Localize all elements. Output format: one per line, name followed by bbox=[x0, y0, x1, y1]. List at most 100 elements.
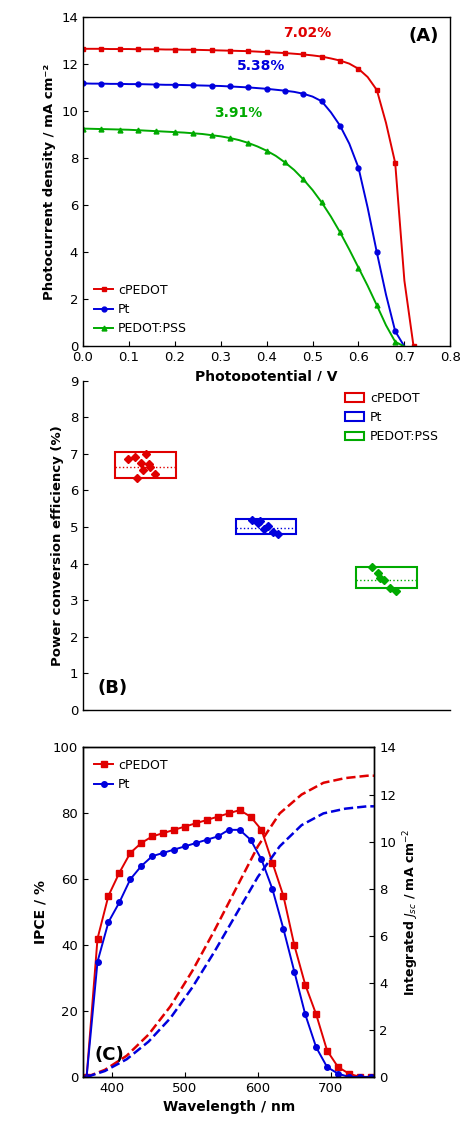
cPEDOT bbox=[154, 42, 159, 56]
Pt bbox=[383, 287, 389, 301]
Pt bbox=[84, 1070, 90, 1084]
cPEDOT bbox=[282, 47, 288, 60]
PEDOT:PSS bbox=[190, 126, 196, 140]
Pt bbox=[204, 833, 210, 846]
Pt bbox=[292, 964, 297, 978]
cPEDOT bbox=[324, 1044, 330, 1058]
PEDOT:PSS bbox=[117, 123, 122, 136]
cPEDOT bbox=[138, 836, 144, 850]
Pt bbox=[324, 1060, 330, 1074]
Pt bbox=[215, 829, 220, 843]
Y-axis label: Photocurrent density / mA cm⁻²: Photocurrent density / mA cm⁻² bbox=[43, 64, 55, 300]
Pt bbox=[313, 1041, 319, 1054]
Pt bbox=[172, 78, 178, 92]
cPEDOT bbox=[117, 866, 122, 879]
cPEDOT bbox=[200, 43, 205, 57]
PEDOT:PSS bbox=[246, 136, 251, 150]
Pt bbox=[270, 883, 275, 896]
Pt bbox=[171, 843, 177, 857]
PEDOT:PSS bbox=[181, 126, 187, 140]
cPEDOT bbox=[319, 50, 325, 64]
cPEDOT bbox=[255, 44, 260, 58]
PEDOT:PSS bbox=[135, 124, 141, 137]
cPEDOT bbox=[163, 43, 168, 57]
cPEDOT bbox=[172, 43, 178, 57]
cPEDOT bbox=[95, 932, 100, 945]
Legend: cPEDOT, Pt, PEDOT:PSS: cPEDOT, Pt, PEDOT:PSS bbox=[340, 387, 444, 449]
cPEDOT bbox=[80, 42, 86, 56]
cPEDOT bbox=[368, 1070, 374, 1084]
Text: (B): (B) bbox=[98, 679, 128, 696]
Legend: cPEDOT, Pt, PEDOT:PSS: cPEDOT, Pt, PEDOT:PSS bbox=[89, 278, 192, 340]
cPEDOT bbox=[171, 822, 177, 836]
PEDOT:PSS bbox=[218, 130, 224, 143]
cPEDOT bbox=[328, 51, 334, 65]
Pt bbox=[181, 78, 187, 92]
Bar bbox=[116, 452, 176, 477]
PEDOT:PSS bbox=[337, 226, 343, 240]
cPEDOT bbox=[193, 817, 199, 830]
PEDOT:PSS bbox=[145, 124, 150, 137]
Pt bbox=[99, 77, 104, 91]
cPEDOT bbox=[117, 42, 122, 56]
Pt bbox=[346, 1070, 352, 1084]
PEDOT:PSS bbox=[328, 210, 334, 224]
cPEDOT bbox=[209, 43, 214, 57]
Pt bbox=[302, 1008, 308, 1021]
cPEDOT bbox=[357, 1070, 363, 1084]
cPEDOT bbox=[236, 44, 242, 58]
Pt bbox=[292, 85, 297, 99]
Text: (A): (A) bbox=[409, 27, 439, 45]
Pt bbox=[149, 850, 155, 863]
cPEDOT bbox=[410, 340, 416, 353]
cPEDOT bbox=[84, 1070, 90, 1084]
Pt bbox=[209, 78, 214, 92]
Pt bbox=[193, 836, 199, 850]
Y-axis label: IPCE / %: IPCE / % bbox=[33, 880, 47, 944]
PEDOT:PSS bbox=[227, 131, 233, 144]
Text: (C): (C) bbox=[95, 1046, 124, 1063]
Pt bbox=[328, 106, 334, 119]
cPEDOT bbox=[226, 807, 232, 820]
Pt bbox=[356, 161, 361, 175]
PEDOT:PSS bbox=[209, 128, 214, 142]
Pt bbox=[160, 846, 166, 860]
cPEDOT bbox=[365, 70, 371, 84]
cPEDOT bbox=[248, 810, 254, 824]
cPEDOT bbox=[264, 45, 269, 59]
Pt bbox=[89, 77, 95, 91]
cPEDOT bbox=[281, 888, 286, 902]
Pt bbox=[392, 325, 398, 339]
PEDOT:PSS bbox=[89, 122, 95, 135]
cPEDOT bbox=[383, 116, 389, 130]
Pt bbox=[365, 201, 371, 215]
Pt bbox=[310, 90, 315, 103]
Y-axis label: Integrated $J_{sc}$ / mA cm$^{-2}$: Integrated $J_{sc}$ / mA cm$^{-2}$ bbox=[402, 828, 421, 996]
Bar bbox=[236, 519, 296, 534]
cPEDOT bbox=[218, 43, 224, 57]
Pt bbox=[282, 84, 288, 98]
X-axis label: Photopotential / V: Photopotential / V bbox=[195, 370, 338, 384]
Pt bbox=[163, 78, 168, 92]
Pt bbox=[95, 954, 100, 968]
cPEDOT bbox=[346, 57, 352, 70]
Pt bbox=[106, 916, 111, 929]
Pt bbox=[401, 340, 407, 353]
Pt bbox=[259, 853, 264, 867]
Pt bbox=[273, 83, 279, 97]
cPEDOT bbox=[337, 53, 343, 67]
Pt bbox=[138, 859, 144, 872]
PEDOT:PSS bbox=[319, 195, 325, 209]
cPEDOT bbox=[273, 45, 279, 59]
cPEDOT bbox=[374, 83, 380, 97]
PEDOT:PSS bbox=[392, 335, 398, 349]
cPEDOT bbox=[135, 42, 141, 56]
Pt bbox=[335, 1067, 341, 1080]
Line: Pt: Pt bbox=[84, 827, 374, 1079]
cPEDOT bbox=[190, 43, 196, 57]
PEDOT:PSS bbox=[365, 279, 371, 293]
cPEDOT bbox=[99, 42, 104, 56]
PEDOT:PSS bbox=[200, 127, 205, 141]
cPEDOT bbox=[106, 888, 111, 902]
cPEDOT bbox=[181, 43, 187, 57]
